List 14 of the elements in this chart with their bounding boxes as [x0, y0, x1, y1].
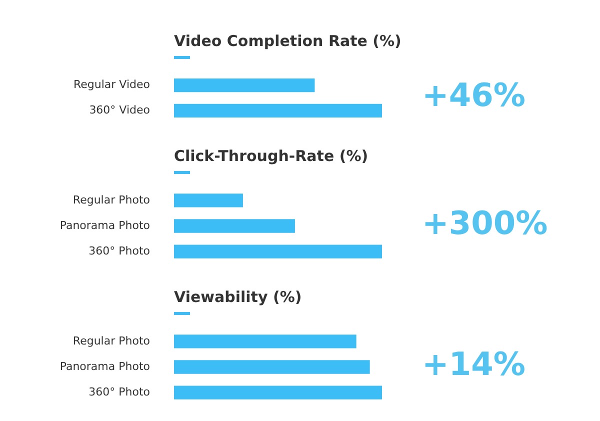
y-tick-label: Panorama Photo: [60, 218, 150, 232]
chart-title: Video Completion Rate (%): [174, 31, 402, 51]
text: +46%: [422, 76, 526, 114]
y-tick-label: 360° Video: [89, 104, 150, 117]
y-tick-label: Panorama Photo: [60, 360, 150, 373]
y-tick-label: Regular Video: [73, 78, 150, 92]
y-tick-label: 360° Photo: [88, 385, 150, 398]
y-tick-label: Regular Photo: [72, 334, 150, 348]
text: +14%: [422, 345, 526, 383]
text: +300%: [422, 204, 548, 242]
chart-title: Viewability (%): [174, 287, 303, 307]
y-tick-label: Regular Photo: [72, 193, 150, 206]
chart-title: Click-Through-Rate (%): [174, 146, 370, 166]
y-tick-label: 360° Photo: [88, 244, 150, 258]
